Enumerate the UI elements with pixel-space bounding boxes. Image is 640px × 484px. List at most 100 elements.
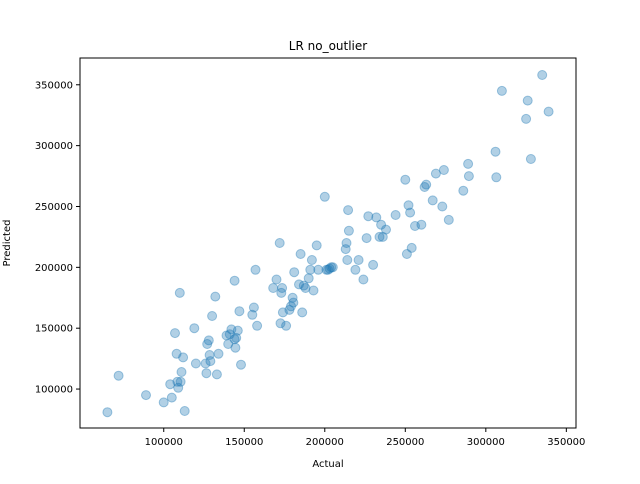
data-point — [443, 214, 454, 225]
data-point — [537, 70, 548, 80]
data-point — [277, 307, 288, 318]
x-tick-label: 300000 — [467, 437, 505, 448]
data-point — [305, 264, 316, 275]
data-point — [313, 264, 324, 275]
data-point — [252, 320, 263, 331]
data-point — [223, 339, 234, 349]
data-point — [410, 221, 420, 231]
data-point — [221, 330, 232, 341]
data-point — [201, 368, 212, 379]
data-point — [294, 279, 304, 290]
data-point — [288, 297, 299, 308]
data-point — [229, 334, 240, 345]
data-point — [165, 379, 176, 390]
data-point — [491, 172, 502, 183]
data-point — [300, 283, 311, 293]
data-point — [102, 407, 113, 418]
data-point — [463, 158, 474, 169]
data-point — [416, 219, 427, 230]
data-point — [231, 332, 242, 343]
data-point — [234, 306, 245, 317]
data-point — [377, 231, 388, 242]
data-point — [275, 318, 286, 329]
data-point — [341, 238, 352, 248]
data-point — [323, 264, 333, 275]
data-point — [319, 191, 330, 202]
data-point — [406, 242, 417, 253]
chart-title: LR no_outlier — [289, 39, 367, 53]
data-point — [232, 325, 243, 336]
data-point — [376, 219, 387, 230]
data-point — [525, 154, 536, 164]
data-point — [303, 273, 314, 284]
data-point — [166, 392, 177, 403]
data-point — [496, 85, 507, 96]
y-tick-label: 300000 — [35, 141, 73, 152]
data-point — [419, 182, 430, 192]
y-axis-ticks: 100000 150000 200000 250000 300000 350000 — [35, 80, 80, 396]
data-point — [171, 348, 182, 359]
data-point — [289, 267, 300, 278]
data-point — [211, 369, 222, 380]
data-point — [390, 210, 401, 220]
data-point — [141, 390, 151, 401]
data-point — [281, 320, 292, 331]
data-point — [236, 359, 246, 370]
data-point — [276, 287, 287, 298]
data-point — [203, 335, 214, 346]
data-point — [358, 274, 369, 285]
data-point — [172, 376, 183, 387]
data-point — [202, 339, 213, 349]
data-point — [229, 275, 240, 286]
data-point — [308, 285, 319, 296]
y-tick-label: 100000 — [35, 385, 73, 396]
data-point — [438, 165, 449, 175]
data-point — [113, 370, 124, 381]
data-point — [226, 324, 237, 335]
y-tick-label: 350000 — [35, 80, 73, 91]
data-point — [179, 406, 190, 416]
data-point — [353, 255, 364, 265]
data-point — [189, 323, 200, 334]
data-point — [361, 233, 372, 244]
data-point — [381, 224, 391, 235]
data-point — [326, 262, 337, 273]
x-tick-label: 150000 — [225, 437, 263, 448]
data-point — [204, 350, 215, 360]
data-point — [200, 358, 211, 369]
data-point — [176, 367, 187, 377]
data-point — [175, 376, 186, 387]
data-point — [463, 171, 474, 182]
y-axis-label: Predicted — [2, 220, 13, 267]
data-point — [403, 200, 414, 211]
data-point — [207, 311, 218, 321]
data-point — [327, 262, 338, 273]
data-point — [173, 382, 184, 393]
data-point — [213, 348, 224, 359]
data-point — [284, 304, 295, 315]
data-point — [268, 283, 279, 293]
x-tick-label: 100000 — [145, 437, 183, 448]
data-point — [178, 352, 189, 363]
data-point — [342, 255, 353, 265]
y-tick-label: 200000 — [35, 263, 73, 274]
data-point — [430, 168, 441, 179]
data-point — [340, 244, 351, 255]
x-tick-label: 200000 — [306, 437, 344, 448]
data-point — [350, 264, 361, 275]
points-layer — [102, 70, 554, 418]
data-point — [522, 95, 533, 106]
data-point — [306, 255, 317, 265]
data-point — [250, 264, 261, 275]
x-tick-label: 350000 — [547, 437, 585, 448]
data-point — [343, 225, 354, 236]
y-tick-label: 150000 — [35, 324, 73, 335]
data-point — [363, 211, 374, 222]
data-point — [295, 249, 306, 259]
data-point — [287, 292, 298, 303]
data-point — [401, 249, 412, 259]
data-point — [311, 240, 322, 251]
data-point — [297, 307, 308, 318]
